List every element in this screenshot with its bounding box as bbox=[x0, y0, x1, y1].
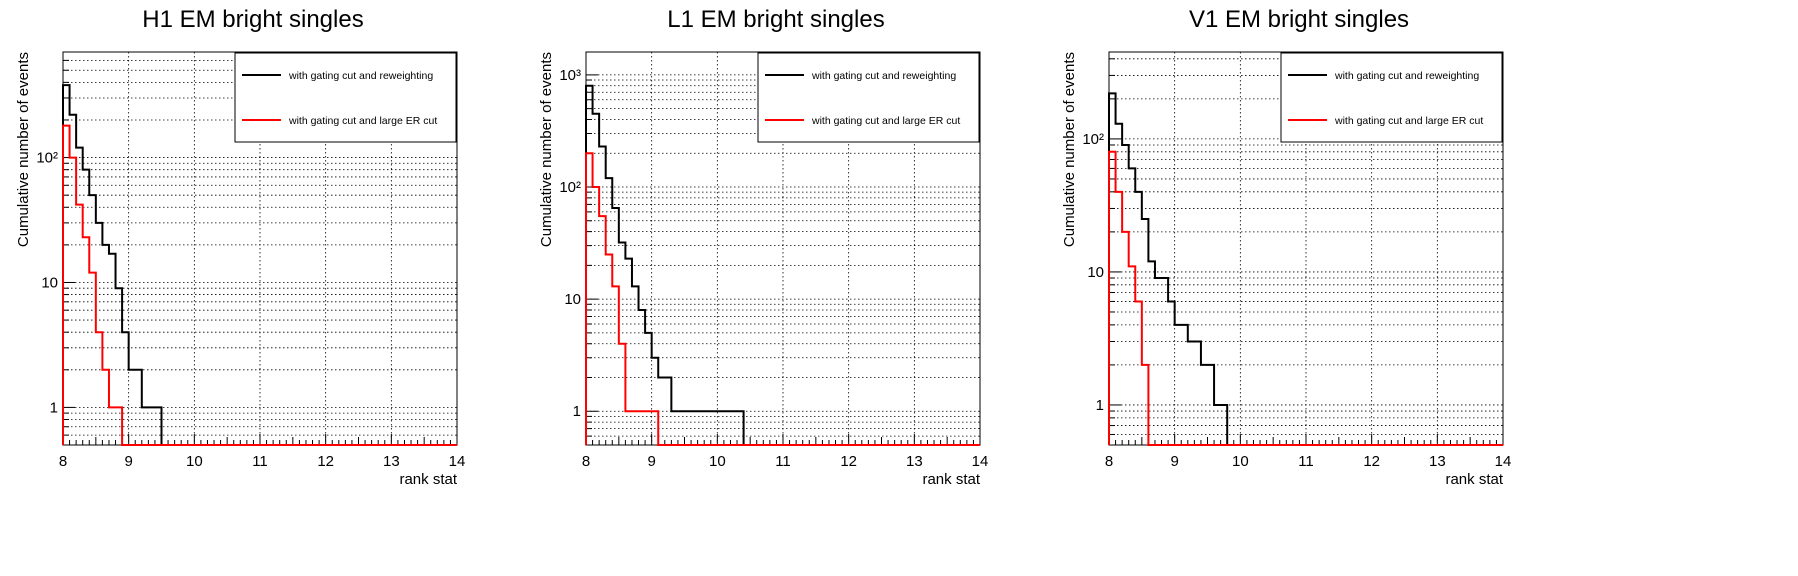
y-tick-label: 10 bbox=[1087, 264, 1104, 281]
x-axis-ticks: 8 9 10 11 12 13 14 bbox=[1105, 434, 1512, 470]
series-line-1 bbox=[585, 84, 980, 446]
x-tick-label: 11 bbox=[1298, 453, 1314, 470]
x-tick-label: 11 bbox=[252, 453, 268, 470]
x-axis-label: rank stat bbox=[1445, 471, 1503, 488]
x-tick-label: 12 bbox=[1363, 453, 1380, 470]
y-tick-label: 10² bbox=[1082, 131, 1104, 148]
x-tick-label: 13 bbox=[383, 453, 400, 470]
chart-panel-3: V1 EM bright singles 8 9 10 11 12 13 14 1 10 10² ra… bbox=[1061, 6, 1511, 488]
x-tick-label: 14 bbox=[972, 453, 989, 470]
y-tick-label: 1 bbox=[1096, 397, 1104, 414]
chart-panel-2: L1 EM bright singles 8 9 10 11 12 13 14 1 10 10² 10… bbox=[538, 6, 988, 488]
y-tick-label: 10² bbox=[36, 150, 58, 167]
legend: with gating cut and reweighting with gati… bbox=[757, 52, 980, 143]
x-tick-label: 13 bbox=[906, 453, 923, 470]
x-tick-label: 10 bbox=[1232, 453, 1249, 470]
series-line-2 bbox=[1108, 150, 1503, 446]
x-tick-label: 8 bbox=[59, 453, 67, 470]
x-tick-label: 8 bbox=[582, 453, 590, 470]
x-tick-label: 10 bbox=[709, 453, 726, 470]
x-tick-label: 9 bbox=[124, 453, 132, 470]
y-axis-ticks: 1 10 10² bbox=[36, 51, 75, 446]
x-tick-label: 8 bbox=[1105, 453, 1113, 470]
y-tick-label: 10 bbox=[564, 291, 581, 308]
y-axis-label: Cumulative number of events bbox=[1061, 52, 1078, 247]
y-axis-label: Cumulative number of events bbox=[538, 52, 555, 247]
chart-title: H1 EM bright singles bbox=[142, 6, 363, 33]
legend-entry-label: with gating cut and large ER cut bbox=[811, 115, 960, 127]
x-tick-label: 12 bbox=[840, 453, 857, 470]
chart-panel-1: H1 EM bright singles 8 9 10 11 12 13 14 1 10 10² ra… bbox=[15, 6, 465, 488]
legend-entry-label: with gating cut and large ER cut bbox=[288, 115, 437, 127]
y-tick-label: 10 bbox=[41, 274, 58, 291]
series-line-1 bbox=[1108, 92, 1503, 446]
legend-entry-label: with gating cut and large ER cut bbox=[1334, 115, 1483, 127]
y-axis-ticks: 1 10 10² 10³ bbox=[559, 67, 598, 446]
x-axis-ticks: 8 9 10 11 12 13 14 bbox=[59, 434, 466, 470]
x-tick-label: 12 bbox=[317, 453, 334, 470]
x-axis-ticks: 8 9 10 11 12 13 14 bbox=[582, 434, 989, 470]
legend: with gating cut and reweighting with gati… bbox=[234, 52, 457, 143]
series-line-2 bbox=[585, 152, 980, 446]
x-tick-label: 14 bbox=[449, 453, 466, 470]
y-tick-label: 1 bbox=[50, 399, 58, 416]
x-axis-label: rank stat bbox=[399, 471, 457, 488]
x-tick-label: 9 bbox=[1170, 453, 1178, 470]
series-line-1 bbox=[62, 84, 457, 446]
y-axis-label: Cumulative number of events bbox=[15, 52, 32, 247]
y-tick-label: 10² bbox=[559, 179, 581, 196]
x-tick-label: 13 bbox=[1429, 453, 1446, 470]
chart-title: L1 EM bright singles bbox=[667, 6, 884, 33]
legend-box bbox=[1280, 52, 1503, 143]
x-tick-label: 9 bbox=[647, 453, 655, 470]
legend-box bbox=[757, 52, 980, 143]
y-tick-label: 10³ bbox=[559, 67, 581, 84]
legend-box bbox=[234, 52, 457, 143]
series-line-2 bbox=[62, 124, 457, 446]
legend-entry-label: with gating cut and reweighting bbox=[288, 70, 433, 82]
legend-entry-label: with gating cut and reweighting bbox=[1334, 70, 1479, 82]
x-tick-label: 10 bbox=[186, 453, 203, 470]
x-tick-label: 11 bbox=[775, 453, 791, 470]
x-tick-label: 14 bbox=[1495, 453, 1512, 470]
x-axis-label: rank stat bbox=[922, 471, 980, 488]
legend-entry-label: with gating cut and reweighting bbox=[811, 70, 956, 82]
chart-title: V1 EM bright singles bbox=[1189, 6, 1409, 33]
legend: with gating cut and reweighting with gati… bbox=[1280, 52, 1503, 143]
y-tick-label: 1 bbox=[573, 403, 581, 420]
y-axis-ticks: 1 10 10² bbox=[1082, 58, 1121, 446]
